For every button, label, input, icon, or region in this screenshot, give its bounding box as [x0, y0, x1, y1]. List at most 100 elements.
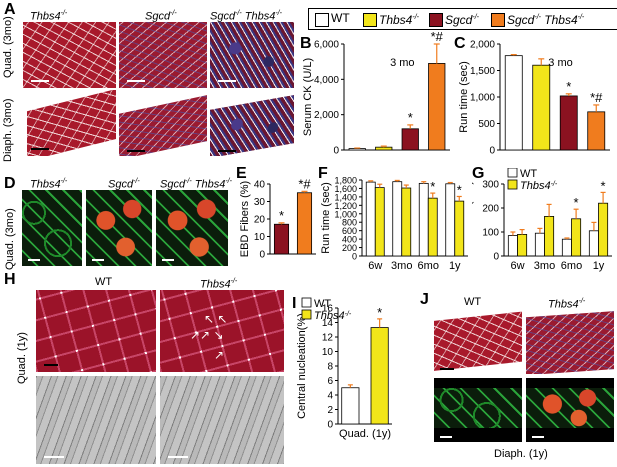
bar: [504, 55, 523, 151]
d-thbs4-if-image: [22, 190, 82, 266]
bar: [273, 223, 290, 255]
y-tick-label: 0: [333, 146, 339, 157]
panel-label-e: E: [236, 165, 247, 182]
legend-swatch-sgcd: [429, 13, 443, 27]
panel-label-d: D: [4, 175, 16, 192]
d-row-label: Quad. (3mo): [4, 208, 16, 270]
bar: [532, 64, 551, 151]
panel-label-f: F: [318, 165, 328, 182]
y-tick-label: 6,000: [314, 40, 339, 51]
y-tick-label: 30: [254, 197, 266, 208]
legend-swatch-wt: [315, 13, 329, 27]
y-tick-label: 1,000: [470, 93, 495, 104]
arrow-icon: ↗: [214, 348, 225, 362]
panel-label-c: C: [454, 35, 466, 52]
y-axis-label: Serum CK (U/L): [472, 181, 474, 259]
y-tick-label: 200: [342, 243, 357, 253]
y-tick-label: 1,600: [334, 184, 357, 194]
significance-mark: *#: [431, 30, 444, 44]
y-tick-label: 400: [342, 235, 357, 245]
significance-mark: *: [566, 79, 571, 94]
panel-label-a: A: [4, 1, 16, 18]
j-wt-if-image: [434, 378, 522, 442]
y-tick-label: 600: [342, 226, 357, 236]
y-axis-label: Central nucleation(%): [296, 313, 308, 419]
bar: [559, 95, 578, 151]
h-row-label: Quad. (1y): [16, 332, 28, 384]
chart-annotation: 3 mo: [390, 57, 414, 69]
bar: [534, 232, 545, 257]
chart-annotation: 3 mo: [548, 57, 572, 69]
y-axis-label: Run time (sec): [458, 61, 470, 133]
legend-label-dko: Sgcd-/- Thbs4-/-: [507, 13, 585, 27]
y-tick-label: 10: [254, 232, 266, 243]
j-thbs4-if-image: [526, 378, 614, 442]
y-tick-label: 1,400: [334, 192, 357, 202]
chart-i: 0 2 4 6 8 10 12 14 16 Central nucleation(%) * Quad.…: [296, 297, 392, 440]
bar: [401, 128, 419, 151]
j-col2-label: Thbs4-/-: [548, 298, 586, 311]
legend-label: WT: [314, 298, 331, 310]
d-dko-if-image: [156, 190, 228, 266]
significance-mark: *: [601, 178, 606, 193]
a-col3-label: Sgcd-/- Thbs4-/-: [210, 10, 282, 23]
legend-swatch: [301, 297, 312, 308]
bar: [418, 182, 429, 257]
d-col1-label: Thbs4-/-: [30, 178, 68, 191]
y-tick-label: 10: [322, 347, 334, 358]
y-tick-label: 1,200: [334, 201, 357, 211]
arrow-icon: ↖ ↖: [204, 312, 228, 326]
panel-label-b: B: [300, 35, 312, 52]
a-col1-label: Thbs4-/-: [30, 10, 68, 23]
bar: [454, 200, 465, 257]
a-dko-diaph-image: [210, 90, 294, 156]
x-tick-label: 3mo: [391, 260, 412, 272]
bar: [401, 187, 412, 257]
panel-label-i: I: [292, 295, 297, 312]
y-tick-label: 0: [327, 420, 333, 431]
bar: [341, 387, 360, 425]
a-thbs4-diaph-image: [23, 90, 116, 156]
legend-swatch-thbs4: [363, 13, 377, 27]
y-tick-label: 2,000: [470, 40, 495, 51]
legend-label-superscript: -/-: [345, 311, 352, 318]
d-col3-label: Sgcd-/- Thbs4-/-: [160, 178, 232, 191]
legend-label-wt: WT: [331, 11, 350, 25]
y-tick-label: 1,500: [470, 66, 495, 77]
legend-label: Thbs4-/-: [314, 310, 352, 322]
bar: [375, 146, 393, 151]
panel-label-h: H: [4, 271, 16, 288]
y-tick-label: 6: [327, 376, 333, 387]
bar: [365, 181, 376, 257]
legend-label-thbs4: Thbs4-/-: [379, 13, 419, 27]
panel-label-j: J: [420, 291, 429, 308]
bar: [507, 235, 518, 257]
y-tick-label: 14: [322, 318, 334, 329]
y-tick-label: 40: [254, 180, 266, 191]
legend-label: WT: [520, 168, 537, 180]
bar: [370, 327, 389, 425]
y-axis-label: Serum CK (U/L): [302, 58, 314, 136]
y-tick-label: 2: [327, 405, 333, 416]
significance-mark: *#: [298, 176, 311, 191]
bar: [296, 192, 313, 255]
h-col2-label: Thbs4-/-: [200, 278, 238, 291]
h-thbs4-em-image: [160, 376, 284, 464]
y-tick-label: 0: [259, 250, 265, 261]
x-tick-label: 1y: [593, 260, 605, 272]
legend-box: WT Thbs4-/- Sgcd-/- Sgcd-/- Thbs4-/-: [308, 8, 617, 30]
bar: [598, 202, 609, 257]
y-tick-label: 2,000: [314, 110, 339, 121]
legend-label-sgcd: Sgcd-/-: [445, 13, 479, 27]
bar: [571, 218, 582, 257]
bar: [445, 183, 456, 257]
significance-mark: *: [430, 179, 435, 194]
chart-f: 02004006008001,0001,2001,4001,6001,800Ru…: [320, 176, 468, 272]
h-thbs4-he-image: ↖ ↖ ↗↗ ↘ ↗: [160, 290, 284, 372]
y-tick-label: 1,000: [334, 209, 357, 219]
legend-label: Thbs4-/-: [520, 180, 558, 192]
y-tick-label: 300: [482, 180, 499, 191]
